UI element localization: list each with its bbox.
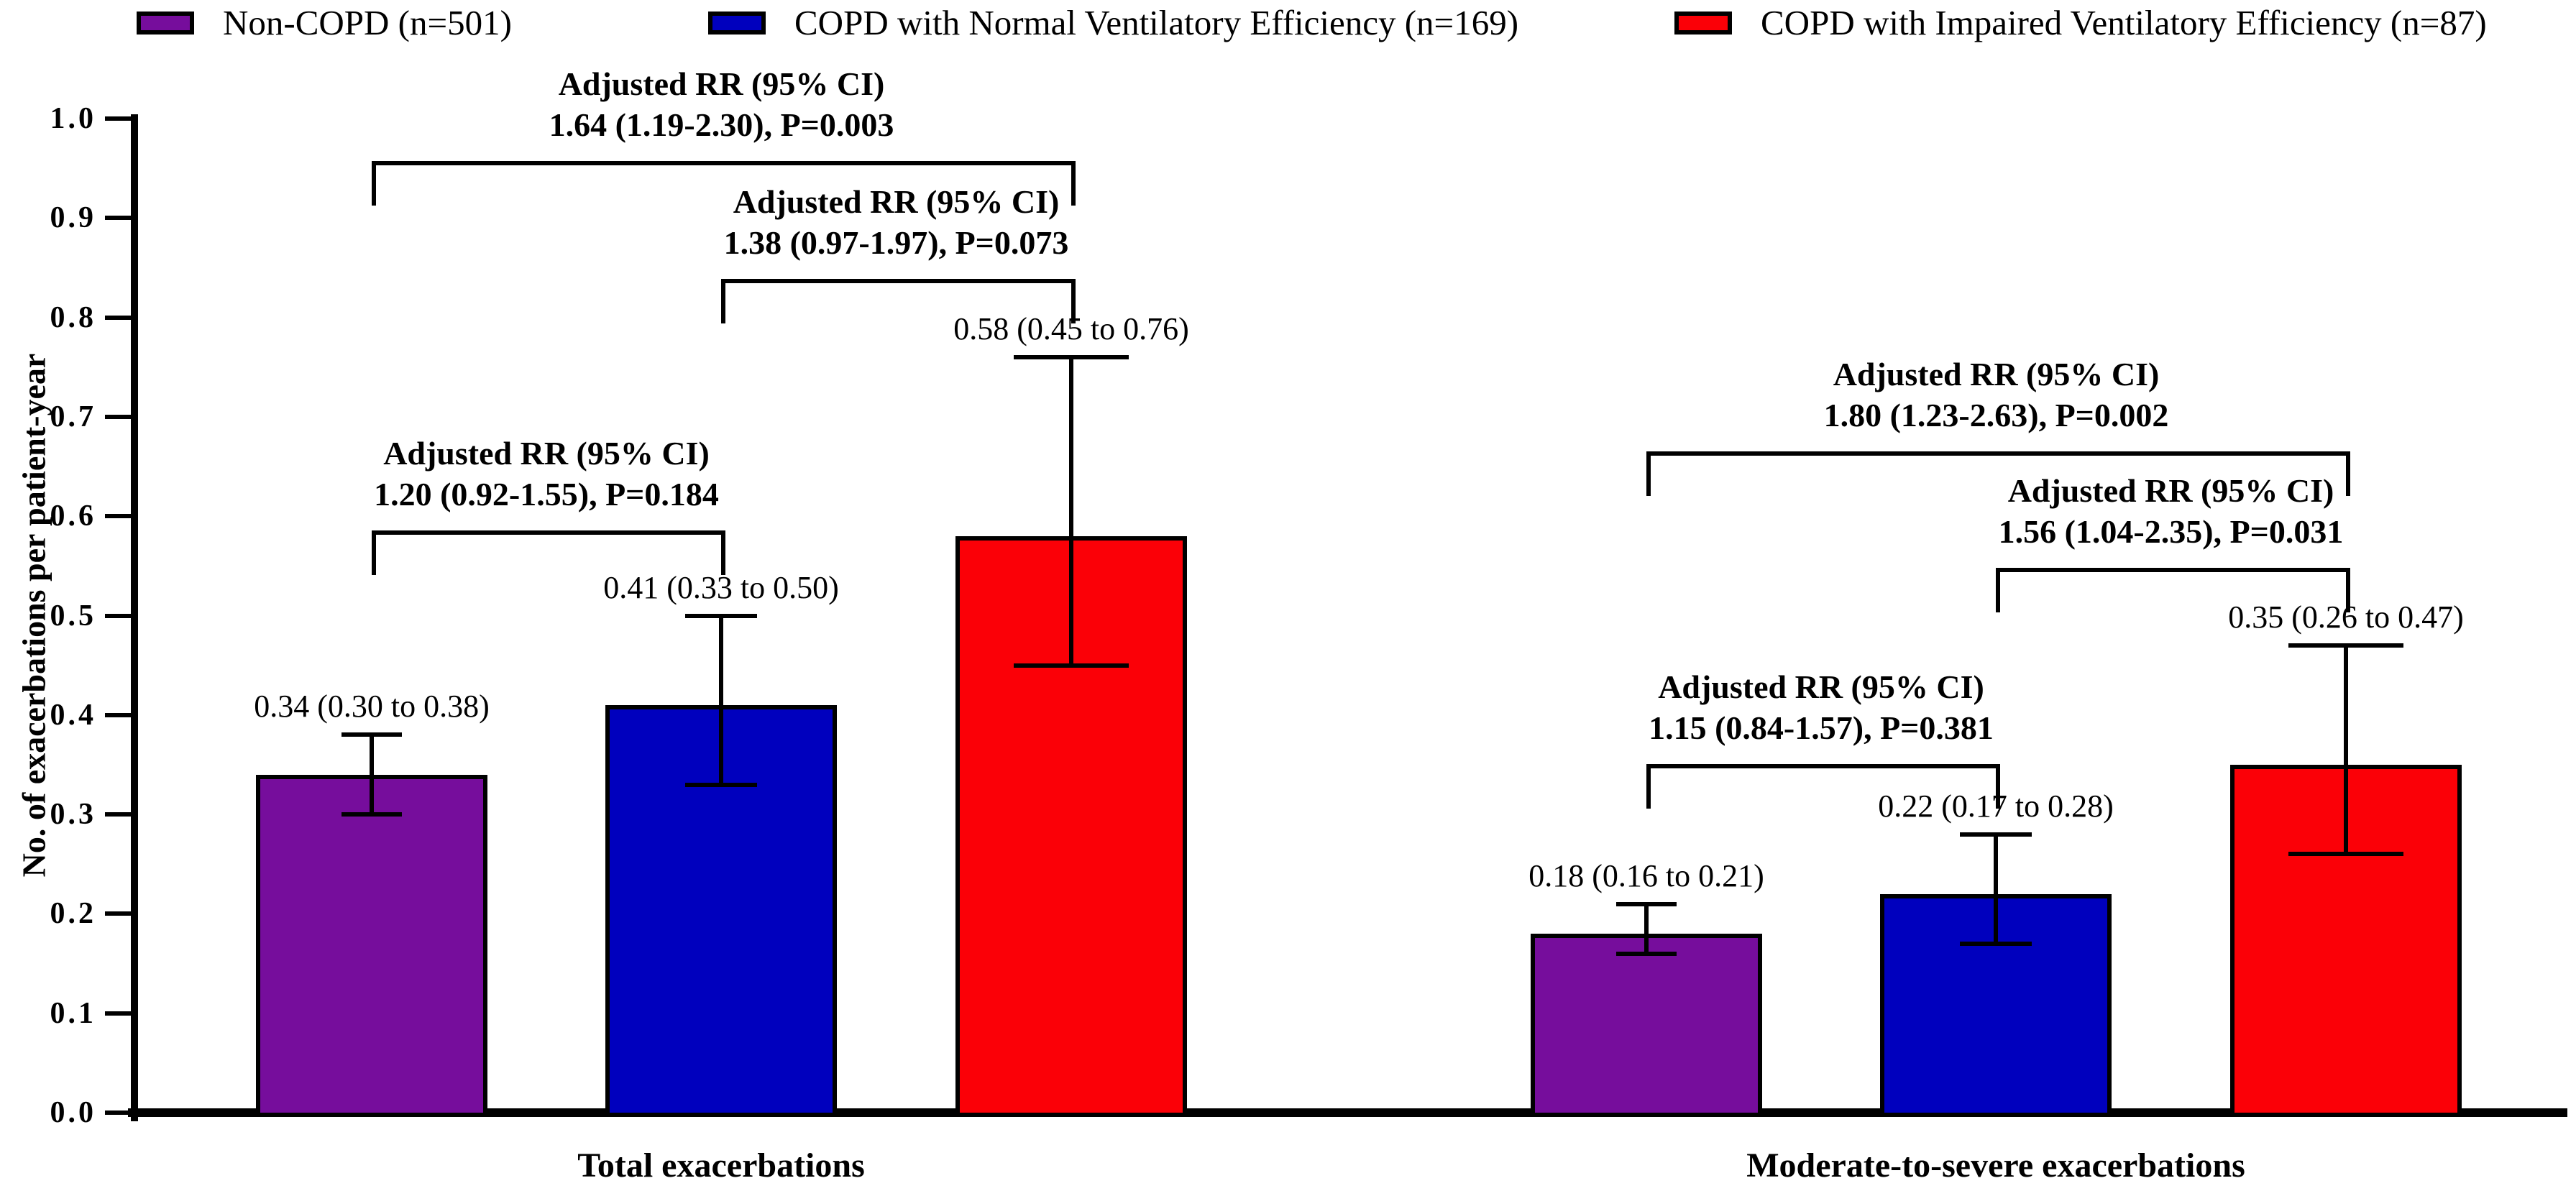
comparison-bracket-drop <box>1646 763 1651 809</box>
comparison-label-value: 1.64 (1.19-2.30), P=0.003 <box>549 106 894 144</box>
comparison-label-value: 1.15 (0.84-1.57), P=0.381 <box>1649 709 1994 746</box>
error-bar-cap <box>1960 832 2032 837</box>
error-bar-cap <box>1960 941 2032 946</box>
error-bar-line <box>2344 645 2348 855</box>
comparison-label-value: 1.56 (1.04-2.35), P=0.031 <box>1998 513 2344 551</box>
y-tick <box>105 911 131 916</box>
comparison-label-title: Adjusted RR (95% CI) <box>383 434 710 472</box>
comparison-bracket-drop <box>2346 451 2350 497</box>
category-label: Moderate-to-severe exacerbations <box>1746 1146 2245 1185</box>
error-bar-line <box>719 615 723 785</box>
comparison-bracket-drop <box>1996 568 2000 613</box>
y-tick-label: 0.0 <box>50 1096 96 1129</box>
legend-label: COPD with Normal Ventilatory Efficiency … <box>794 3 1519 42</box>
error-bar-cap <box>2288 643 2403 648</box>
error-bar-line <box>1994 834 1998 944</box>
error-bar-cap <box>1014 354 1129 359</box>
error-bar-cap <box>2288 852 2403 857</box>
comparison-bracket-drop <box>1646 451 1651 497</box>
y-tick <box>105 514 131 519</box>
comparison-bracket-drop <box>1071 278 1076 323</box>
y-tick <box>105 116 131 121</box>
legend-label: Non-COPD (n=501) <box>223 3 512 42</box>
category-label: Total exacerbations <box>577 1146 865 1185</box>
comparison-bracket-drop <box>372 530 376 575</box>
y-tick <box>105 812 131 817</box>
value-label: 0.18 (0.16 to 0.21) <box>1528 857 1764 893</box>
error-bar-cap <box>685 613 757 618</box>
comparison-bracket-drop <box>2346 568 2350 613</box>
error-bar-line <box>1644 903 1649 954</box>
error-bar-cap <box>1014 663 1129 668</box>
comparison-label-title: Adjusted RR (95% CI) <box>2007 472 2334 510</box>
comparison-label-value: 1.38 (0.97-1.97), P=0.073 <box>723 224 1069 261</box>
value-label: 0.41 (0.33 to 0.50) <box>603 569 839 605</box>
comparison-label: Adjusted RR (95% CI) 1.64 (1.19-2.30), P=… <box>348 63 1096 145</box>
y-tick-label: 0.1 <box>50 996 96 1030</box>
legend-swatch <box>137 12 194 35</box>
error-bar-cap <box>685 782 757 787</box>
comparison-bracket-drop <box>721 278 725 323</box>
y-tick <box>105 216 131 221</box>
y-tick-label: 1.0 <box>50 102 96 135</box>
comparison-bracket <box>1646 763 2000 768</box>
error-bar-cap <box>342 732 402 737</box>
comparison-bracket-drop <box>721 530 725 575</box>
y-tick <box>105 1011 131 1016</box>
comparison-label: Adjusted RR (95% CI) 1.15 (0.84-1.57), P=… <box>1447 666 2195 748</box>
y-tick <box>105 315 131 320</box>
y-tick-label: 0.6 <box>50 500 96 533</box>
comparison-label-title: Adjusted RR (95% CI) <box>1833 356 2160 393</box>
comparison-bracket-drop <box>1996 763 2000 809</box>
y-tick-label: 0.9 <box>50 201 96 235</box>
bar <box>256 774 487 1117</box>
x-axis <box>128 1108 2567 1117</box>
comparison-label: Adjusted RR (95% CI) 1.80 (1.23-2.63), P=… <box>1623 354 2370 436</box>
y-tick-label: 0.2 <box>50 897 96 931</box>
comparison-bracket-drop <box>372 161 376 206</box>
comparison-label-title: Adjusted RR (95% CI) <box>733 183 1060 220</box>
comparison-bracket <box>721 278 1076 283</box>
value-label: 0.34 (0.30 to 0.38) <box>254 689 490 725</box>
legend-item: Non-COPD (n=501) <box>137 3 512 43</box>
y-tick-label: 0.5 <box>50 599 96 633</box>
comparison-label: Adjusted RR (95% CI) 1.20 (0.92-1.55), P=… <box>173 433 920 515</box>
y-tick-label: 0.4 <box>50 698 96 732</box>
legend-item: COPD with Normal Ventilatory Efficiency … <box>708 3 1518 43</box>
comparison-bracket <box>372 161 1076 166</box>
comparison-bracket <box>1996 568 2350 573</box>
comparison-label-title: Adjusted RR (95% CI) <box>558 65 885 103</box>
comparison-label: Adjusted RR (95% CI) 1.56 (1.04-2.35), P=… <box>1797 470 2545 552</box>
comparison-label: Adjusted RR (95% CI) 1.38 (0.97-1.97), P=… <box>523 181 1270 263</box>
y-tick <box>105 1110 131 1115</box>
y-tick-label: 0.7 <box>50 400 96 433</box>
error-bar-cap <box>342 812 402 817</box>
error-bar-cap <box>1616 901 1677 906</box>
y-tick <box>105 613 131 618</box>
error-bar-cap <box>1616 951 1677 956</box>
error-bar-line <box>370 735 374 815</box>
legend-swatch <box>1674 12 1732 35</box>
legend-label: COPD with Impaired Ventilatory Efficienc… <box>1761 3 2487 42</box>
y-axis <box>131 114 138 1121</box>
comparison-label-title: Adjusted RR (95% CI) <box>1658 668 1984 705</box>
comparison-label-value: 1.20 (0.92-1.55), P=0.184 <box>374 475 719 512</box>
comparison-bracket-drop <box>1071 161 1076 206</box>
legend-swatch <box>708 12 766 35</box>
y-tick <box>105 414 131 419</box>
comparison-bracket <box>1646 451 2350 456</box>
comparison-label-value: 1.80 (1.23-2.63), P=0.002 <box>1823 397 2169 434</box>
comparison-bracket <box>372 530 725 535</box>
bar <box>1531 934 1762 1117</box>
y-tick-label: 0.8 <box>50 300 96 334</box>
legend-item: COPD with Impaired Ventilatory Efficienc… <box>1674 3 2487 43</box>
error-bar-line <box>1069 357 1073 666</box>
y-tick <box>105 712 131 717</box>
y-tick-label: 0.3 <box>50 798 96 832</box>
